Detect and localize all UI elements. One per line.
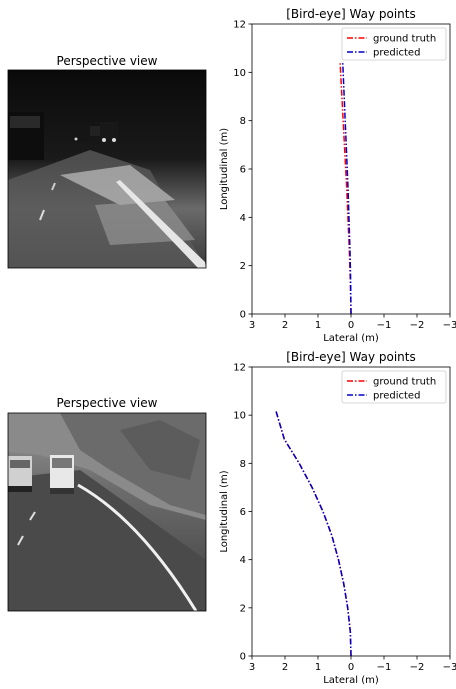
chart-title: [Bird-eye] Way points <box>286 7 416 21</box>
series-line-predicted <box>275 410 352 657</box>
legend-entry: ground truth <box>373 377 436 388</box>
x-tick-label: 1 <box>315 320 321 331</box>
x-tick-label: 3 <box>249 662 255 673</box>
chart-title: [Bird-eye] Way points <box>286 350 416 364</box>
x-tick-label: −1 <box>377 662 392 673</box>
perspective-image-2 <box>7 412 207 612</box>
y-tick-label: 10 <box>233 68 246 79</box>
x-tick-label: 0 <box>348 320 354 331</box>
legend-box <box>341 370 447 404</box>
y-tick-label: 12 <box>233 20 246 31</box>
x-tick-label: 2 <box>282 320 288 331</box>
y-tick-label: 8 <box>240 116 246 127</box>
x-tick-label: −2 <box>410 662 425 673</box>
y-tick-label: 12 <box>233 363 246 374</box>
y-axis-label: Longitudinal (m) <box>219 128 230 210</box>
perspective-title-2: Perspective view <box>57 396 158 410</box>
x-tick-label: 3 <box>249 320 255 331</box>
y-tick-label: 2 <box>240 603 246 614</box>
x-tick-label: 0 <box>348 662 354 673</box>
legend-entry: predicted <box>373 391 420 402</box>
x-axis-label: Lateral (m) <box>323 675 379 686</box>
y-tick-label: 4 <box>240 555 246 566</box>
plot-frame <box>251 366 451 657</box>
x-tick-label: 1 <box>315 662 321 673</box>
x-tick-label: −3 <box>443 320 456 331</box>
series-line-predicted <box>342 62 352 315</box>
x-tick-label: −3 <box>443 662 456 673</box>
x-tick-label: −1 <box>377 320 392 331</box>
legend: ground truth predicted <box>341 27 447 61</box>
legend-entry: predicted <box>373 48 420 59</box>
y-tick-label: 4 <box>240 213 246 224</box>
perspective-image-1 <box>7 69 207 269</box>
legend: ground truth predicted <box>341 370 447 404</box>
y-tick-label: 6 <box>240 507 246 518</box>
x-tick-label: 2 <box>282 662 288 673</box>
y-tick-label: 8 <box>240 459 246 470</box>
y-tick-label: 0 <box>240 652 246 663</box>
series-line-ground-truth <box>275 410 352 657</box>
y-axis-label: Longitudinal (m) <box>219 470 230 552</box>
perspective-title-1: Perspective view <box>57 54 158 68</box>
y-tick-label: 6 <box>240 165 246 176</box>
series-line-ground-truth <box>339 62 352 315</box>
legend-entry: ground truth <box>373 34 436 45</box>
x-tick-label: −2 <box>410 320 425 331</box>
y-tick-label: 10 <box>233 411 246 422</box>
legend-box <box>341 27 447 61</box>
y-tick-label: 2 <box>240 261 246 272</box>
y-tick-label: 0 <box>240 310 246 321</box>
x-axis-label: Lateral (m) <box>323 333 379 344</box>
